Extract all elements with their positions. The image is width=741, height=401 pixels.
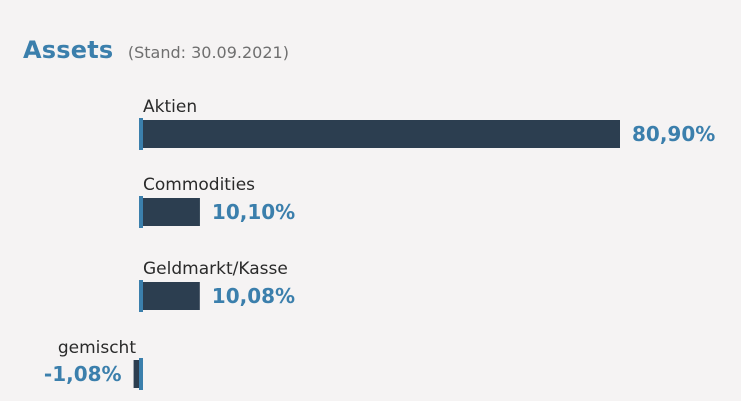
chart-subtitle: (Stand: 30.09.2021)	[127, 43, 289, 62]
axis-mark-1	[139, 196, 143, 228]
value-label-2: 10,08%	[212, 284, 295, 308]
axis-mark-3	[139, 358, 143, 390]
value-label-0: 80,90%	[632, 122, 715, 146]
bar-2	[140, 282, 200, 310]
bar-0	[140, 120, 620, 148]
category-label-1: Commodities	[143, 175, 255, 195]
axis-mark-2	[139, 280, 143, 312]
axis-mark-0	[139, 118, 143, 150]
category-label-2: Geldmarkt/Kasse	[143, 259, 288, 279]
category-label-0: Aktien	[143, 97, 197, 117]
bar-3	[133, 360, 140, 388]
value-label-3: -1,08%	[44, 362, 122, 386]
chart-title: Assets	[23, 36, 114, 64]
bar-1	[140, 198, 200, 226]
chart-header: Assets (Stand: 30.09.2021)	[23, 36, 289, 64]
category-label-3: gemischt	[58, 338, 137, 358]
value-label-1: 10,10%	[212, 200, 295, 224]
